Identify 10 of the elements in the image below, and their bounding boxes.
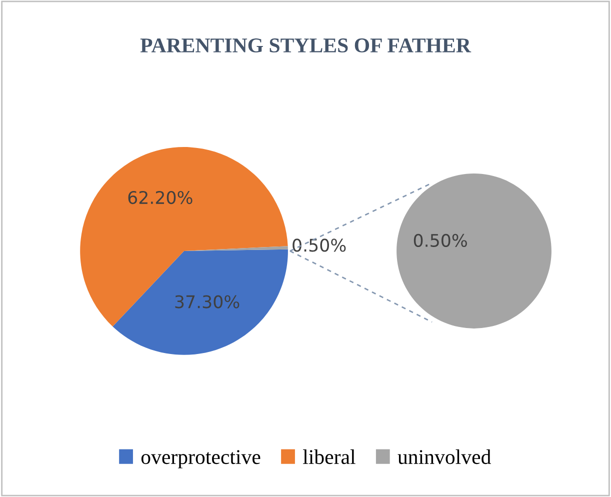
data-label: 0.50% <box>292 238 346 252</box>
data-label: 62.20% <box>128 190 192 204</box>
legend-label: liberal <box>303 449 356 464</box>
data-label: 0.50% <box>414 234 467 247</box>
pie-slice <box>80 147 288 327</box>
pie-slice <box>112 249 288 355</box>
data-label: 37.30% <box>175 295 240 308</box>
chart-title: PARENTING STYLES OF FATHER <box>140 38 472 52</box>
legend-label: overprotective <box>141 450 260 468</box>
legend-label: uninvolved <box>398 449 491 464</box>
